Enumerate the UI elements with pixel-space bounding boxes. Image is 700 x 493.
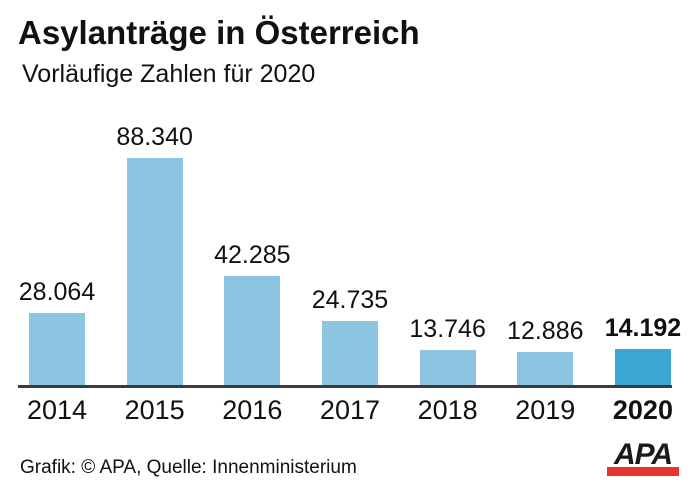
bar-column-2014: 28.064	[10, 278, 104, 385]
bar-2020	[614, 349, 671, 385]
bar-column-2020: 14.192	[596, 314, 690, 385]
x-axis-line	[18, 385, 672, 388]
bar-chart: 28.064 88.340 42.285 24.735 13.746 12.886 14.1…	[10, 112, 690, 426]
apa-logo-red-bar	[607, 466, 679, 476]
chart-title: Asylanträge in Österreich	[18, 14, 420, 51]
bar-column-2017: 24.735	[303, 286, 397, 385]
x-axis-label-2015: 2015	[124, 395, 185, 425]
bars-area: 28.064 88.340 42.285 24.735 13.746 12.886 14.1…	[10, 112, 690, 385]
bar-2017	[321, 321, 378, 385]
x-axis-labels: 2014 2015 2016 2017 2018 2019 2020	[10, 395, 690, 426]
x-axis-label-2020: 2020	[612, 395, 673, 425]
bar-2018	[419, 350, 476, 385]
x-axis-label-2016: 2016	[222, 395, 283, 425]
value-label-2020: 14.192	[604, 314, 682, 342]
value-label-2016: 42.285	[214, 241, 291, 269]
x-axis-label-2018: 2018	[417, 395, 478, 425]
x-axis-label-2017: 2017	[319, 395, 380, 425]
x-axis-label-2019: 2019	[515, 395, 576, 425]
bar-column-2016: 42.285	[205, 241, 299, 385]
chart-subtitle: Vorläufige Zahlen für 2020	[22, 60, 316, 88]
bar-2015	[126, 158, 183, 385]
bar-2016	[224, 276, 281, 385]
bar-2014	[29, 313, 85, 385]
value-label-2017: 24.735	[311, 286, 389, 314]
apa-logo-text: APA	[613, 438, 673, 471]
value-label-2019: 12.886	[507, 317, 584, 345]
apa-logo: APA	[607, 438, 679, 476]
value-label-2018: 13.746	[409, 315, 486, 343]
bar-column-2015: 88.340	[108, 123, 202, 385]
x-axis-label-2014: 2014	[26, 395, 88, 425]
value-label-2014: 28.064	[18, 278, 96, 306]
bar-column-2018: 13.746	[401, 315, 495, 385]
bar-column-2019: 12.886	[498, 317, 592, 385]
bar-2019	[517, 352, 574, 385]
source-credit: Grafik: © APA, Quelle: Innenministerium	[20, 457, 357, 478]
value-label-2015: 88.340	[116, 123, 193, 151]
